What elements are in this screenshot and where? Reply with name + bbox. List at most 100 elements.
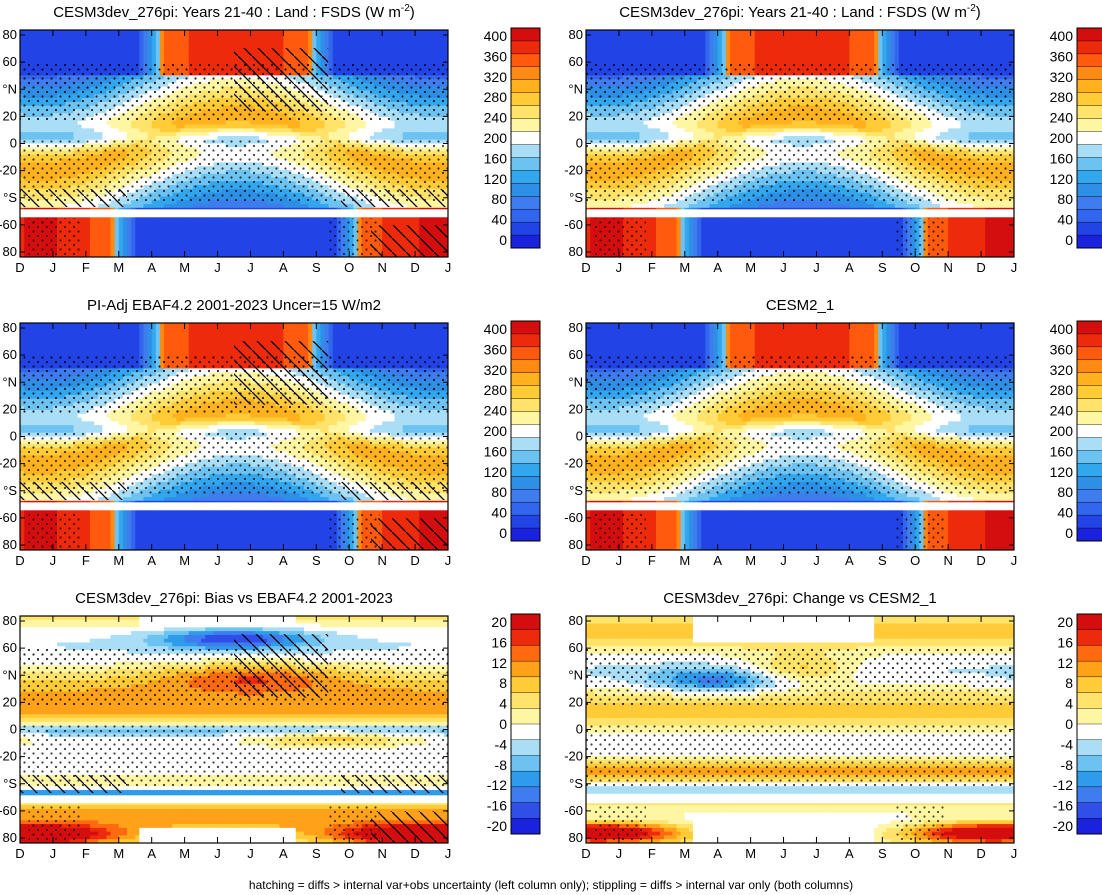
colorbar-swatch — [510, 629, 541, 646]
colorbar-swatch — [510, 786, 541, 804]
colorbar-label: 40 — [491, 505, 507, 521]
x-tick-label: F — [82, 553, 90, 568]
colorbar-label: 160 — [484, 150, 508, 166]
colorbar-swatch — [1076, 196, 1102, 210]
colorbar-swatch — [1076, 692, 1102, 709]
colorbar-swatch — [510, 723, 541, 741]
colorbar-label: -4 — [1061, 736, 1074, 752]
y-tick-label: 80 — [3, 830, 17, 845]
colorbar-label: 120 — [484, 464, 508, 480]
y-tick-label: °S — [3, 483, 17, 498]
colorbar-swatch — [1076, 629, 1102, 646]
y-tick-label: -20 — [564, 456, 583, 471]
y-tick-label: -60 — [0, 803, 17, 818]
x-tick-label: S — [312, 260, 321, 275]
x-tick-label: S — [312, 553, 321, 568]
x-tick-label: J — [214, 846, 221, 861]
y-tick-label: 60 — [569, 640, 583, 655]
colorbar-label: 400 — [484, 28, 508, 44]
colorbar-label: 0 — [1065, 232, 1073, 248]
colorbar-label: 12 — [1057, 655, 1073, 671]
y-tick-label: 80 — [569, 320, 583, 335]
colorbar-swatch — [1076, 105, 1102, 120]
colorbar-swatch — [1076, 437, 1102, 451]
panel-5: CESM3dev_276pi: Bias vs EBAF4.2 2001-202… — [0, 590, 541, 861]
colorbar-swatch — [1076, 131, 1102, 145]
y-tick-label: -20 — [564, 163, 583, 178]
x-tick-label: D — [581, 553, 590, 568]
colorbar-label: 160 — [1050, 150, 1074, 166]
colorbar-swatch — [510, 144, 541, 158]
y-tick-label: 80 — [569, 537, 583, 552]
colorbar-label: 80 — [1057, 191, 1073, 207]
colorbar-label: 0 — [499, 232, 507, 248]
colorbar-swatch — [1076, 359, 1102, 374]
x-tick-label: J — [616, 553, 623, 568]
y-tick-label: 80 — [3, 537, 17, 552]
colorbar-swatch — [510, 131, 541, 145]
panel-1: CESM3dev_276pi: Years 21-40 : Land : FSD… — [0, 3, 541, 275]
colorbar-swatch — [510, 424, 541, 438]
colorbar-swatch — [1076, 802, 1102, 819]
colorbar-swatch — [510, 755, 541, 772]
x-tick-label: J — [247, 846, 254, 861]
x-tick-label: F — [648, 553, 656, 568]
y-tick-label: 20 — [3, 401, 17, 416]
panel-4: CESM2_1D J F M A M J J A S O N D J8060°N200-20°S-6080… — [564, 297, 1102, 568]
colorbar-swatch — [1076, 514, 1102, 529]
hatching — [20, 48, 448, 257]
colorbar-swatch — [1076, 476, 1102, 490]
colorbar-swatch — [510, 92, 541, 107]
y-tick-label: -60 — [0, 217, 17, 232]
colorbar-swatch — [510, 692, 541, 709]
colorbar-swatch — [1076, 450, 1102, 464]
colorbar-swatch — [1076, 118, 1102, 133]
colorbar-swatch — [1076, 372, 1102, 387]
colorbar-swatch — [1076, 818, 1102, 835]
x-tick-label: A — [845, 260, 854, 275]
colorbar-swatch — [510, 676, 541, 694]
colorbar-label: 280 — [484, 89, 508, 105]
colorbar-swatch — [510, 708, 541, 725]
colorbar-label: 80 — [491, 191, 507, 207]
colorbar-label: 80 — [1057, 484, 1073, 500]
colorbar: 20 16 12 8 4 0 -4 -8 -12 -16 -20 — [1053, 613, 1102, 835]
colorbar-label: -8 — [1061, 757, 1074, 773]
y-tick-label: 60 — [569, 347, 583, 362]
y-tick-label: °N — [2, 667, 17, 682]
colorbar-swatch — [510, 437, 541, 451]
x-tick-label: F — [648, 846, 656, 861]
colorbar-swatch — [1076, 739, 1102, 756]
colorbar-label: 0 — [1065, 716, 1073, 732]
hatching — [20, 634, 448, 843]
colorbar-label: 240 — [1050, 403, 1074, 419]
colorbar-swatch — [1076, 79, 1102, 94]
y-tick-label: 60 — [3, 54, 17, 69]
colorbar-swatch — [1076, 208, 1102, 223]
colorbar-swatch — [1076, 660, 1102, 678]
x-tick-label: F — [82, 846, 90, 861]
x-tick-label: A — [713, 260, 722, 275]
colorbar-swatch — [510, 196, 541, 210]
colorbar-label: -16 — [1053, 798, 1073, 814]
x-tick-label: D — [410, 260, 419, 275]
colorbar-swatch — [510, 27, 541, 42]
colorbar-label: 120 — [484, 171, 508, 187]
y-tick-label: 60 — [3, 347, 17, 362]
y-tick-label: 20 — [569, 694, 583, 709]
y-tick-label: 80 — [569, 27, 583, 42]
colorbar-swatch — [510, 359, 541, 374]
stippling — [586, 61, 1014, 257]
x-tick-label: S — [878, 553, 887, 568]
y-tick-label: 80 — [569, 613, 583, 628]
colorbar-swatch — [510, 183, 541, 197]
colorbar-swatch — [1076, 346, 1102, 361]
x-tick-label: O — [910, 846, 920, 861]
colorbar-label: 120 — [1050, 171, 1074, 187]
x-tick-label: J — [247, 553, 254, 568]
colorbar-label: 280 — [484, 382, 508, 398]
y-tick-label: 0 — [576, 429, 583, 444]
